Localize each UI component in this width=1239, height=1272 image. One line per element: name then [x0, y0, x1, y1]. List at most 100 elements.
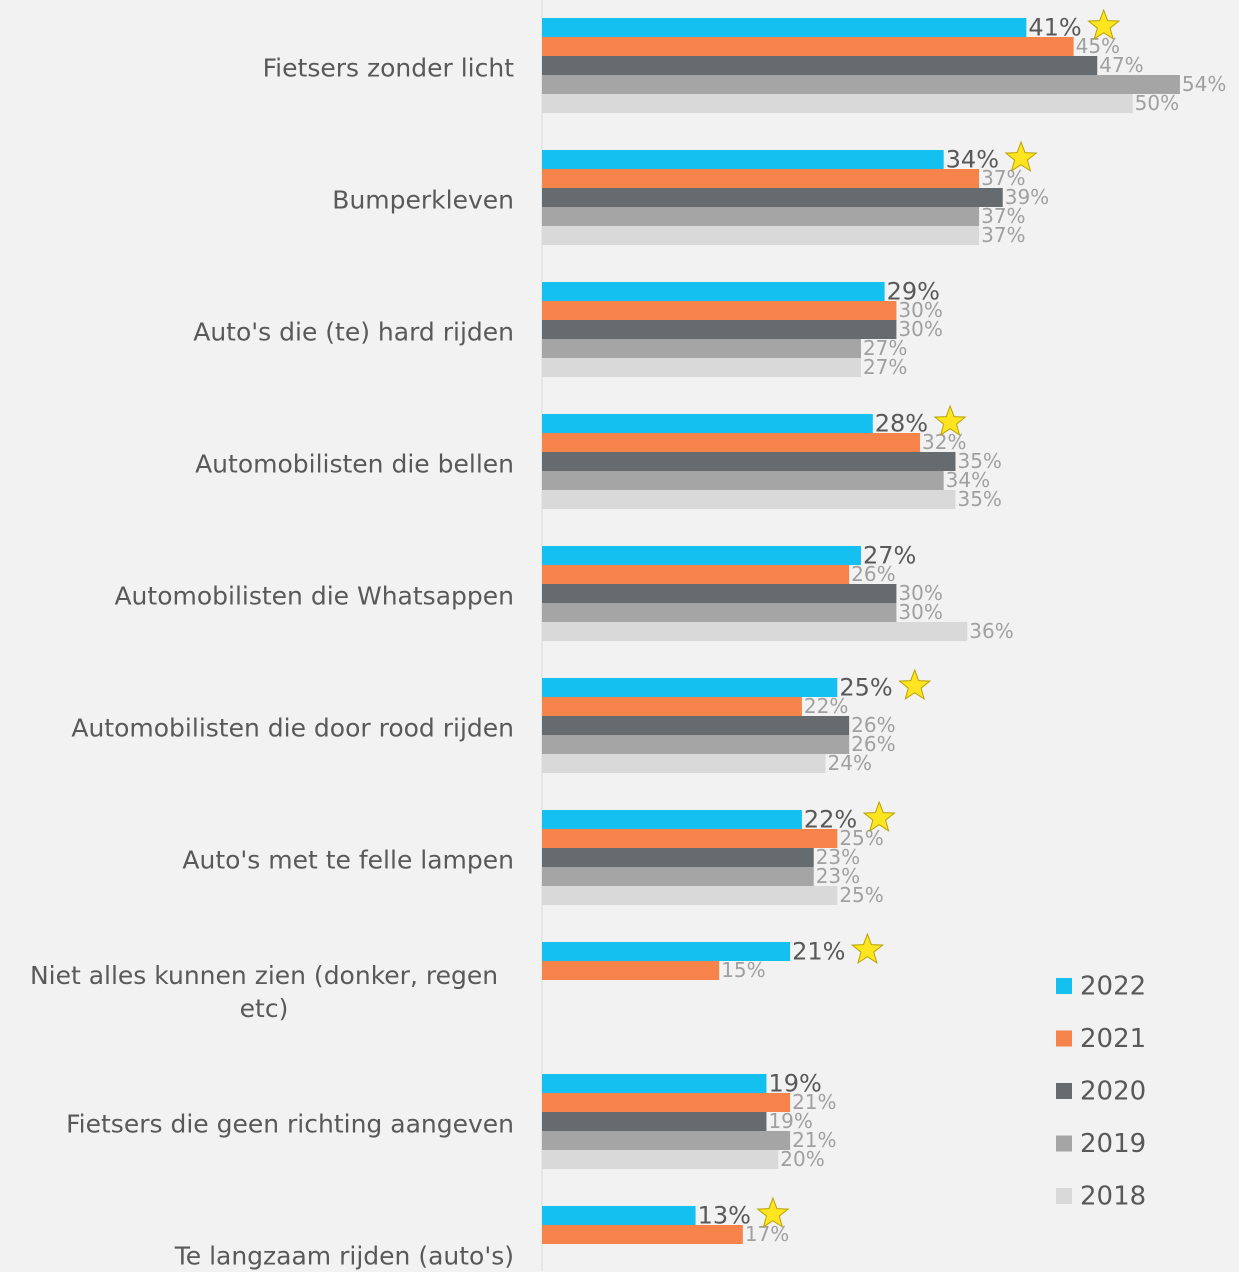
legend-swatch — [1056, 978, 1072, 994]
value-label: 25% — [839, 826, 883, 850]
star — [1087, 8, 1121, 41]
value-label: 21% — [792, 1090, 836, 1114]
value-label: 20% — [780, 1147, 824, 1171]
bar — [542, 848, 814, 867]
value-label: 30% — [898, 298, 942, 322]
bar — [542, 471, 944, 490]
bar — [542, 565, 850, 584]
bar — [542, 735, 850, 754]
bar — [542, 1150, 779, 1169]
star — [933, 404, 967, 437]
category-label: Niet alles kunnen zien (donker, regen et… — [29, 960, 499, 1023]
bar — [542, 1093, 791, 1112]
bar — [542, 94, 1133, 113]
category-label: Fietsers zonder licht — [262, 53, 514, 82]
bar — [542, 584, 897, 603]
bar — [542, 320, 897, 339]
star — [898, 668, 932, 701]
value-label: 41% — [1028, 14, 1081, 42]
star — [1004, 140, 1038, 173]
value-label: 34% — [946, 146, 999, 174]
value-label: 24% — [828, 751, 872, 775]
bar — [542, 810, 802, 829]
bar — [542, 754, 826, 773]
legend-swatch — [1056, 1030, 1072, 1047]
bar — [542, 1225, 743, 1244]
value-label: 22% — [804, 806, 857, 834]
value-label: 30% — [898, 600, 942, 624]
value-label: 30% — [898, 317, 942, 341]
value-label: 26% — [851, 713, 895, 737]
value-label: 15% — [721, 958, 765, 982]
bar — [542, 886, 838, 905]
legend-label: 2019 — [1080, 1129, 1146, 1159]
bar — [542, 1131, 791, 1150]
value-label: 23% — [816, 864, 860, 888]
bar — [542, 622, 968, 641]
bar — [542, 18, 1027, 37]
value-label: 30% — [898, 581, 942, 605]
value-label: 29% — [887, 278, 940, 306]
bar — [542, 169, 980, 188]
bar — [542, 358, 861, 377]
bar — [542, 829, 838, 848]
bar — [542, 603, 897, 622]
value-label: 50% — [1135, 91, 1179, 115]
bar — [542, 452, 956, 471]
category-label: Auto's met te felle lampen — [182, 845, 514, 874]
bar — [542, 490, 956, 509]
value-label: 34% — [946, 468, 990, 492]
value-label: 28% — [875, 410, 928, 438]
bar — [542, 56, 1098, 75]
bar — [542, 339, 861, 358]
legend-swatch — [1056, 1083, 1072, 1099]
value-label: 25% — [839, 674, 892, 702]
category-label: Automobilisten die Whatsappen — [114, 581, 514, 610]
value-label: 36% — [969, 619, 1013, 643]
value-label: 13% — [698, 1202, 751, 1230]
legend-swatch — [1056, 1135, 1072, 1152]
value-label: 37% — [981, 223, 1025, 247]
star — [756, 1196, 790, 1229]
star — [850, 932, 884, 965]
category-label: Automobilisten die bellen — [195, 449, 514, 478]
category-label: Automobilisten die door rood rijden — [71, 713, 514, 742]
bar — [542, 150, 944, 169]
bar — [542, 207, 980, 226]
value-label: 21% — [792, 938, 845, 966]
value-label: 35% — [957, 449, 1001, 473]
bar — [542, 188, 1003, 207]
bar — [542, 37, 1074, 56]
value-label: 25% — [839, 883, 883, 907]
value-label: 26% — [851, 732, 895, 756]
value-label: 27% — [863, 336, 907, 360]
bar — [542, 961, 720, 980]
value-label: 54% — [1182, 72, 1226, 96]
value-label: 47% — [1099, 53, 1143, 77]
legend-label: 2020 — [1080, 1077, 1146, 1107]
value-label: 27% — [863, 542, 916, 570]
value-label: 22% — [804, 694, 848, 718]
value-label: 39% — [1005, 185, 1049, 209]
bar — [542, 433, 921, 452]
legend-label: 2021 — [1080, 1024, 1146, 1054]
bar — [542, 1074, 767, 1093]
value-label: 27% — [863, 355, 907, 379]
star — [862, 800, 896, 833]
value-label: 19% — [768, 1070, 821, 1098]
bar — [542, 867, 814, 886]
value-label: 37% — [981, 204, 1025, 228]
bar — [542, 75, 1180, 94]
bar — [542, 697, 802, 716]
legend-label: 2018 — [1080, 1182, 1146, 1212]
value-label: 26% — [851, 562, 895, 586]
value-label: 21% — [792, 1128, 836, 1152]
category-label: Auto's die (te) hard rijden — [193, 317, 514, 346]
value-label: 37% — [981, 166, 1025, 190]
bar — [542, 678, 838, 697]
bar — [542, 546, 861, 565]
legend-swatch — [1056, 1188, 1072, 1204]
value-label: 17% — [745, 1222, 789, 1246]
